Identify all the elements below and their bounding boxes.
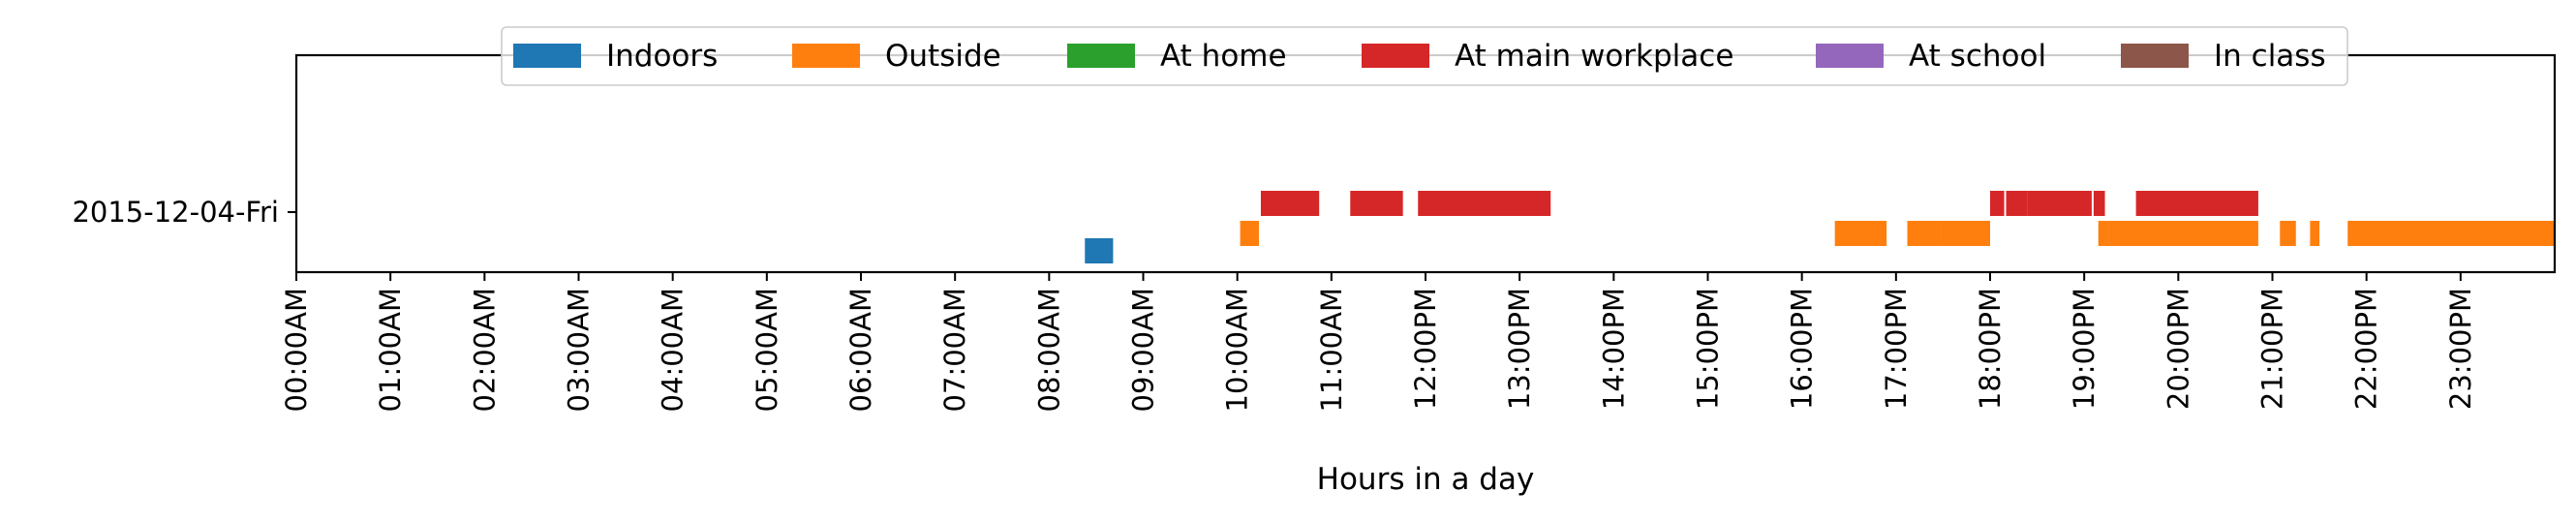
interval-bar-outside bbox=[2310, 221, 2320, 246]
legend-swatch-at-main-workplace bbox=[1362, 44, 1429, 68]
x-tick-label: 05:00AM bbox=[751, 288, 783, 412]
x-tick-label: 14:00PM bbox=[1597, 288, 1630, 410]
x-tick-label: 07:00AM bbox=[938, 288, 971, 412]
legend-swatch-at-home bbox=[1067, 44, 1135, 68]
legend-swatch-indoors bbox=[513, 44, 581, 68]
interval-bar-at-main-workplace bbox=[2093, 191, 2105, 216]
x-tick-label: 22:00PM bbox=[2350, 288, 2383, 410]
x-tick-label: 03:00AM bbox=[563, 288, 596, 412]
x-tick-label: 17:00PM bbox=[1880, 288, 1913, 410]
interval-bar-at-main-workplace bbox=[1350, 191, 1403, 216]
interval-bar-outside bbox=[2098, 221, 2109, 246]
x-tick-label: 10:00AM bbox=[1221, 288, 1254, 412]
interval-bar-at-main-workplace bbox=[2135, 191, 2258, 216]
x-tick-label: 08:00AM bbox=[1032, 288, 1065, 412]
x-axis-title: Hours in a day bbox=[1317, 462, 1535, 497]
interval-bar-outside bbox=[1834, 221, 1887, 246]
x-tick-label: 12:00PM bbox=[1409, 288, 1442, 410]
legend-label-at-school: At school bbox=[1909, 39, 2046, 74]
interval-bar-at-main-workplace bbox=[1990, 191, 2005, 216]
x-tick-label: 16:00PM bbox=[1786, 288, 1819, 410]
x-tick-label: 06:00AM bbox=[844, 288, 877, 412]
legend-label-at-main-workplace: At main workplace bbox=[1455, 39, 1733, 74]
interval-bar-outside bbox=[2108, 221, 2258, 246]
interval-bar-at-main-workplace bbox=[1260, 191, 1320, 216]
interval-bar-at-main-workplace bbox=[2027, 191, 2092, 216]
legend-label-in-class: In class bbox=[2214, 39, 2326, 74]
x-tick-label: 15:00PM bbox=[1692, 288, 1725, 410]
x-tick-label: 00:00AM bbox=[280, 288, 313, 412]
x-tick-label: 13:00PM bbox=[1503, 288, 1536, 410]
x-tick-label: 21:00PM bbox=[2256, 288, 2289, 410]
axes: 2015-12-04-Fri 00:00AM 01:00AM 02:00AM 03:00… bbox=[72, 53, 2557, 412]
interval-bar-outside bbox=[1240, 221, 1260, 246]
x-tick-label: 04:00AM bbox=[657, 288, 690, 412]
legend-swatch-at-school bbox=[1816, 44, 1884, 68]
x-tick-label: 09:00AM bbox=[1127, 288, 1160, 412]
interval-bar-at-main-workplace bbox=[1418, 191, 1551, 216]
interval-bar-indoors bbox=[1085, 238, 1114, 263]
legend-swatch-in-class bbox=[2121, 44, 2189, 68]
x-tick-label: 01:00AM bbox=[374, 288, 407, 412]
interval-bar-outside bbox=[1907, 221, 1942, 246]
legend-label-indoors: Indoors bbox=[606, 39, 718, 74]
y-tick-label: 2015-12-04-Fri bbox=[72, 196, 279, 229]
interval-bar-outside bbox=[2347, 221, 2555, 246]
x-tick-label: 02:00AM bbox=[468, 288, 501, 412]
x-tick-label: 23:00PM bbox=[2444, 288, 2477, 410]
x-tick-label: 20:00PM bbox=[2162, 288, 2194, 410]
x-tick-label: 11:00AM bbox=[1315, 288, 1348, 412]
legend: Indoors Outside At home At main workplace At… bbox=[501, 26, 2348, 86]
interval-bar-outside bbox=[1941, 221, 1990, 246]
plot-area bbox=[1085, 191, 2555, 263]
legend-label-outside: Outside bbox=[885, 39, 1001, 74]
x-tick-label: 19:00PM bbox=[2068, 288, 2101, 410]
interval-bar-outside bbox=[2280, 221, 2296, 246]
legend-swatch-outside bbox=[792, 44, 860, 68]
x-tick-label: 18:00PM bbox=[1974, 288, 2007, 410]
legend-label-at-home: At home bbox=[1160, 39, 1287, 74]
interval-bar-at-main-workplace bbox=[2006, 191, 2028, 216]
